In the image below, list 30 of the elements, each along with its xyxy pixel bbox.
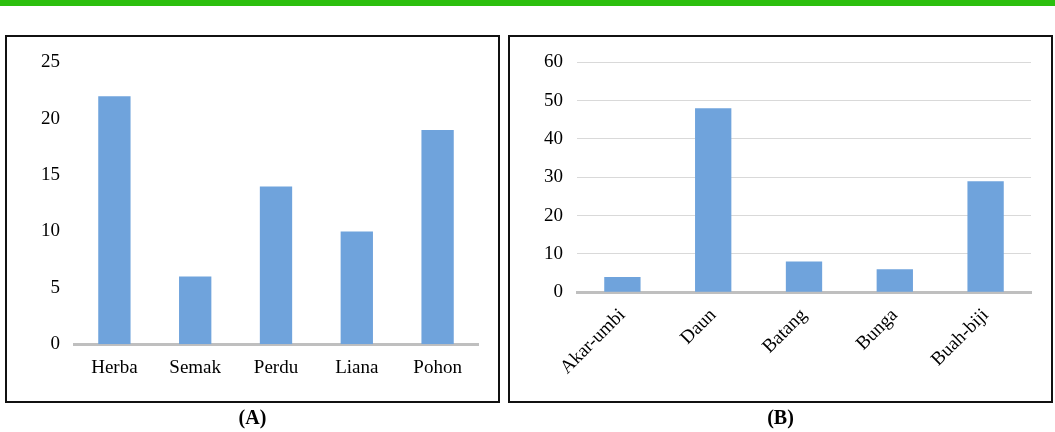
y-tick-label: 40 [544, 126, 563, 148]
x-tick-label: Herba [91, 355, 139, 377]
bar [967, 181, 1004, 292]
bar [421, 130, 454, 345]
bar [179, 276, 212, 345]
y-tick-label: 5 [50, 275, 60, 297]
bar [604, 276, 641, 292]
x-tick-label: Pohon [413, 355, 463, 377]
y-tick-label: 15 [41, 163, 60, 185]
y-tick-label: 50 [544, 88, 563, 110]
bar [785, 261, 823, 292]
y-tick-label: 30 [544, 165, 563, 187]
bar [340, 231, 373, 345]
y-tick-label: 25 [41, 50, 60, 72]
text: (A) [237, 406, 268, 429]
bar [259, 186, 293, 345]
y-tick-label: 10 [41, 219, 60, 241]
y-tick-label: 20 [544, 203, 563, 225]
y-tick-label: 10 [544, 241, 563, 263]
y-tick-label: 20 [41, 106, 60, 128]
text: (B) [766, 406, 795, 429]
x-tick-label: Semak [169, 355, 222, 377]
y-tick-label: 0 [50, 332, 60, 354]
bar [695, 108, 732, 292]
bar [876, 269, 913, 292]
y-tick-label: 60 [544, 50, 563, 72]
x-tick-label: Perdu [253, 355, 299, 377]
bar [98, 96, 131, 345]
x-tick-label: Liana [335, 355, 379, 377]
y-tick-label: 0 [553, 280, 563, 302]
